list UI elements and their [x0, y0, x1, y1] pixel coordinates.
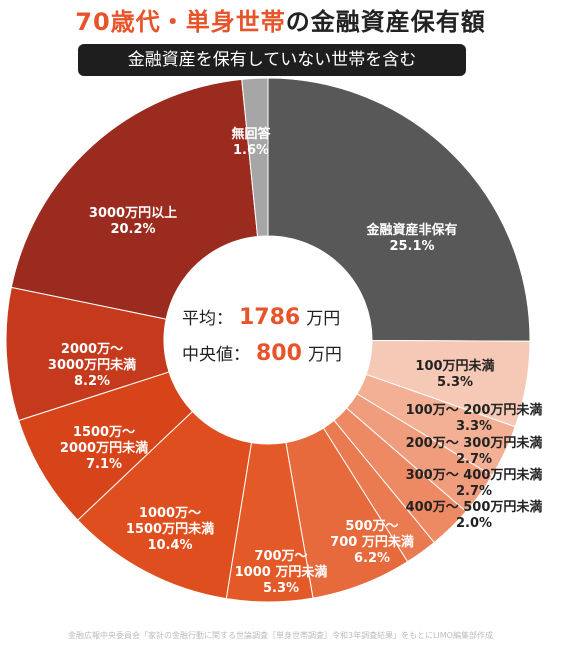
slice-label-line: 300万～ 400万円未満 — [406, 467, 543, 483]
slice-label: 700万～ 1000 万円未満 5.3% — [235, 549, 328, 596]
slice-label-line: 2.7% — [456, 484, 492, 499]
slice-label-line: 1000万～ — [139, 506, 201, 521]
slice-label-line: 1500万～ — [73, 425, 135, 440]
slice-label-line: 700万～ — [254, 549, 307, 564]
average-unit: 万円 — [306, 309, 341, 329]
slice-label-line: 25.1% — [389, 239, 434, 254]
slice-label-line: 400万～ 500万円未満 — [406, 499, 543, 515]
slice-label-line: 200万～ 300万円未満 — [406, 435, 543, 451]
slice-label-line: 3.3% — [456, 419, 492, 434]
slice-label-line: 7.1% — [86, 457, 122, 472]
center-summary: 平均： 1786 万円 中央値： 800 万円 — [182, 300, 382, 372]
slice-label-line: 500万～ — [345, 519, 398, 534]
slice-label-line: 2000万～ — [61, 342, 123, 357]
pie-slice — [267, 77, 531, 342]
slice-label-line: 2.0% — [456, 516, 492, 531]
median-unit: 万円 — [307, 345, 342, 365]
slice-label-line: 100万～ 200万円未満 — [406, 402, 543, 418]
slice-label-line: 3000万円未満 — [48, 357, 136, 373]
slice-label-line: 無回答 — [231, 126, 271, 142]
slice-label-line: 6.2% — [354, 551, 390, 566]
slice-label-line: 1.6% — [233, 143, 269, 158]
slice-label: 300万～ 400万円未満 2.7% — [406, 467, 543, 499]
slice-label: 1000万～ 1500万円未満 10.4% — [126, 506, 214, 553]
slice-label-line: 20.2% — [110, 222, 155, 237]
slice-label: 3000万円以上 20.2% — [89, 206, 177, 237]
slice-label: 100万円未満 5.3% — [415, 358, 494, 390]
slice-label-line: 2000万円未満 — [60, 440, 148, 456]
slice-label-line: 5.3% — [263, 581, 299, 596]
slice-label-line: 3000万円以上 — [89, 206, 177, 221]
slice-label-line: 2.7% — [456, 452, 492, 467]
slice-label: 500万～ 700 万円未満 6.2% — [330, 519, 414, 566]
slice-label: 2000万～ 3000万円未満 8.2% — [48, 342, 136, 389]
source-note: 金融広報中央委員会「家計の金融行動に関する世論調査［単身世帯調査］令和3年調査結… — [68, 631, 493, 640]
average-value: 1786 — [239, 305, 301, 330]
slice-label-line: 100万円未満 — [415, 358, 494, 374]
slice-label: 200万～ 300万円未満 2.7% — [406, 435, 543, 467]
chart-title-highlight: 70歳代・単身世帯 — [75, 8, 286, 36]
slice-label-line: 8.2% — [74, 374, 110, 389]
median-label: 中央値： — [182, 345, 250, 365]
chart-title-rest: の金融資産保有額 — [285, 8, 486, 36]
slice-label: 100万～ 200万円未満 3.3% — [406, 402, 543, 434]
pie-slice — [241, 77, 269, 238]
slice-label-line: 5.3% — [437, 375, 473, 390]
slice-label-line: 10.4% — [147, 538, 192, 553]
slice-label-line: 700 万円未満 — [330, 534, 414, 550]
slice-label-line: 金融資産非保有 — [365, 222, 457, 238]
slice-label: 1500万～ 2000万円未満 7.1% — [60, 425, 148, 472]
slice-label: 無回答 1.6% — [231, 126, 271, 158]
pie-slice — [77, 410, 252, 600]
slice-label: 400万～ 500万円未満 2.0% — [406, 499, 543, 531]
slice-label-line: 1000 万円未満 — [235, 564, 328, 580]
average-row: 平均： 1786 万円 — [182, 300, 382, 336]
pie-slice — [10, 78, 259, 320]
median-row: 中央値： 800 万円 — [182, 336, 382, 372]
chart-subtitle: 金融資産を保有していない世帯を含む — [78, 44, 466, 76]
median-value: 800 — [256, 341, 302, 366]
slice-label: 金融資産非保有 25.1% — [365, 222, 457, 254]
slice-label-line: 1500万円未満 — [126, 521, 214, 537]
average-label: 平均： — [182, 309, 233, 329]
chart-title: 70歳代・単身世帯の金融資産保有額 — [0, 2, 561, 37]
